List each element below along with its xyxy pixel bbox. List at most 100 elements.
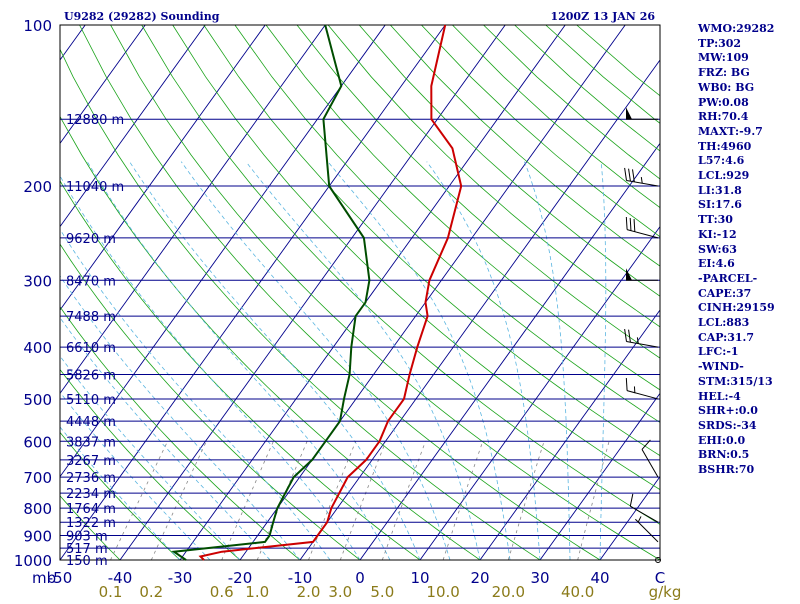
stability-index-item: CAP:31.7	[698, 331, 798, 346]
mixing-ratio-tick-label: 40.0	[561, 583, 594, 600]
wind-barb	[625, 329, 658, 347]
temperature-tick-label: 0	[355, 569, 365, 587]
moist-adiabat-line	[600, 162, 606, 560]
stability-index-item: LCL:883	[698, 316, 798, 331]
isotherm-line	[240, 25, 625, 560]
stability-index-item: STM:315/13	[698, 375, 798, 390]
wind-barb	[625, 168, 658, 186]
stability-index-item: HEL:-4	[698, 390, 798, 405]
stability-index-item: EI:4.6	[698, 257, 798, 272]
pressure-tick-label: 900	[23, 528, 52, 546]
mixing-ratio-line	[111, 441, 168, 560]
height-label: 2736 m	[66, 471, 116, 486]
wind-barb	[626, 268, 658, 280]
isotherm-line	[0, 25, 25, 560]
mixing-ratio-tick-label: g/kg	[649, 583, 682, 600]
stability-index-item: TT:30	[698, 213, 798, 228]
temperature-tick-label: -50	[48, 569, 73, 587]
mixing-ratio-tick-label: 0.2	[139, 583, 163, 600]
mixing-ratio-tick-label: 0.1	[99, 583, 123, 600]
barb-pennant	[626, 107, 632, 119]
temperature-tick-label: -30	[168, 569, 193, 587]
pressure-tick-label: 700	[23, 469, 52, 487]
chart-time: 1200Z 13 JAN 26	[550, 10, 655, 23]
isotherm-line	[300, 25, 685, 560]
isotherm-line	[360, 25, 745, 560]
mixing-ratio-line	[151, 441, 206, 560]
stability-index-item: TH:4960	[698, 140, 798, 155]
stability-index-item: -PARCEL-	[698, 272, 798, 287]
barb-flag	[634, 219, 635, 232]
stability-index-item: RH:70.4	[698, 110, 798, 125]
barb-flag	[625, 168, 627, 181]
stability-index-item: FRZ: BG	[698, 66, 798, 81]
height-label: 11040 m	[66, 180, 124, 195]
barb-flag	[626, 378, 627, 391]
chart-labels: 1002003004005006007008009001000mb-50-40-…	[14, 17, 682, 600]
barb-half-flag	[638, 516, 641, 522]
height-label: 3267 m	[66, 454, 116, 469]
stability-index-item: CINH:29159	[698, 301, 798, 316]
moist-adiabat-line	[181, 162, 450, 560]
mixing-ratio-tick-label: 10.0	[426, 583, 459, 600]
moist-adiabat-line	[130, 162, 421, 560]
stability-index-item: LFC:-1	[698, 345, 798, 360]
height-label: 1764 m	[66, 502, 116, 517]
pressure-tick-label: 400	[23, 339, 52, 357]
height-label: 5826 m	[66, 368, 116, 383]
pressure-tick-label: 500	[23, 391, 52, 409]
height-label: 5110 m	[66, 393, 116, 408]
stability-index-item: BRN:0.5	[698, 448, 798, 463]
height-label: 7488 m	[66, 310, 116, 325]
stability-index-item: PW:0.08	[698, 96, 798, 111]
mixing-ratio-tick-label: 0.6	[210, 583, 234, 600]
isotherm-line	[60, 25, 445, 560]
temperature-tick-label: 30	[530, 569, 549, 587]
chart-title: U9282 (29282) Sounding	[64, 10, 220, 23]
isotherm-line	[120, 25, 505, 560]
stability-index-item: MW:109	[698, 51, 798, 66]
stability-index-item: LCL:929	[698, 169, 798, 184]
stability-index-item: SW:63	[698, 243, 798, 258]
height-label: 4448 m	[66, 415, 116, 430]
stability-index-item: KI:-12	[698, 228, 798, 243]
chart-grid	[0, 25, 800, 560]
barb-staff	[627, 230, 658, 238]
stability-index-item: TP:302	[698, 37, 798, 52]
wind-barb	[626, 217, 658, 238]
height-label: 6610 m	[66, 341, 116, 356]
height-label: 2234 m	[66, 487, 116, 502]
height-label: 9620 m	[66, 232, 116, 247]
pressure-tick-label: 600	[23, 433, 52, 451]
barb-flag	[630, 494, 633, 506]
stability-index-item: WMO:29282	[698, 22, 798, 37]
barb-half-flag	[641, 177, 642, 183]
mixing-ratio-tick-label: 1.0	[245, 583, 269, 600]
mixing-ratio-tick-label: 5.0	[370, 583, 394, 600]
mixing-ratio-tick-label: 20.0	[492, 583, 525, 600]
wind-barb	[626, 378, 658, 399]
barb-flag	[629, 330, 631, 343]
pressure-tick-label: 1000	[14, 552, 52, 570]
plot-frame	[60, 25, 660, 560]
grid-clip	[0, 25, 800, 560]
barb-flag	[629, 169, 631, 182]
stability-index-item: SHR+:0.0	[698, 404, 798, 419]
pressure-tick-label: 100	[23, 17, 52, 35]
temperature-tick-label: 20	[470, 569, 489, 587]
mixing-ratio-tick-label: 3.0	[328, 583, 352, 600]
stability-index-item: CAPE:37	[698, 287, 798, 302]
moist-adiabat-line	[328, 162, 510, 560]
pressure-tick-label: 300	[23, 272, 52, 290]
stability-index-item: SI:17.6	[698, 198, 798, 213]
barb-staff	[627, 391, 658, 399]
height-label: 150 m	[66, 554, 108, 569]
stability-index-item: -WIND-	[698, 360, 798, 375]
barb-staff	[642, 449, 658, 477]
mixing-ratio-line	[382, 441, 425, 560]
isotherm-line	[0, 25, 385, 560]
stability-index-item: EHI:0.0	[698, 434, 798, 449]
